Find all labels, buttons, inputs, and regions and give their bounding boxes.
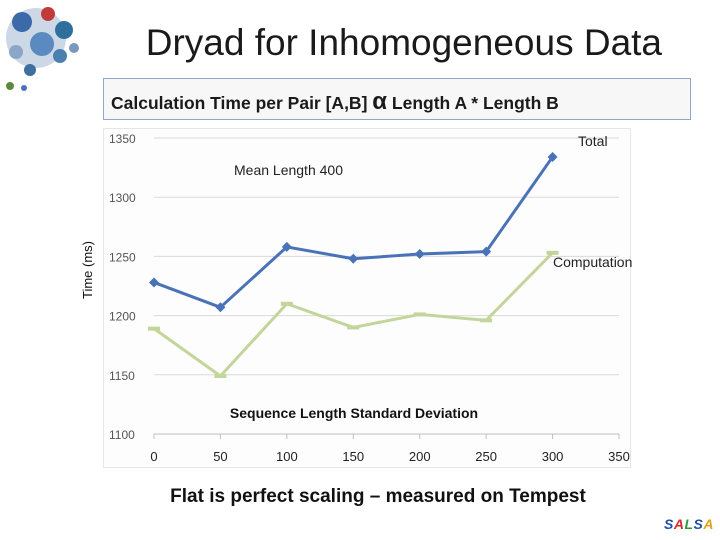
data-point-computation [480,318,493,323]
y-tick-label: 1350 [109,132,136,146]
data-point-computation [546,250,559,255]
x-axis-title: Sequence Length Standard Deviation [230,405,478,421]
series-line-total [153,156,554,309]
subtitle: Calculation Time per Pair [A,B] α Length… [111,88,559,116]
footer-caption: Flat is perfect scaling – measured on Te… [170,486,586,507]
annotation-mean-length: Mean Length 400 [234,162,343,178]
data-point-computation [280,301,293,306]
brand-letter: A [673,516,685,532]
subtitle-left: Calculation Time per Pair [A,B] [111,93,368,113]
series-line-computation [153,251,554,378]
data-point-total [547,151,558,162]
x-tick-label: 300 [542,449,564,464]
data-point-computation [214,373,227,378]
brand-letter: A [703,516,714,532]
x-tick-label: 250 [475,449,497,464]
data-point-total [481,246,492,257]
subtitle-symbol: α [372,88,388,115]
data-point-total [215,302,226,313]
brand-salsa: SALSA [664,516,714,532]
chart-panel [103,128,631,468]
data-point-computation [413,312,426,317]
y-axis-title: Time (ms) [80,241,95,299]
x-tick-label: 50 [213,449,227,464]
globe-logo-icon [6,7,79,91]
y-tick-label: 1100 [109,428,135,442]
series-label-total: Total [578,133,608,149]
slide-title: Dryad for Inhomogeneous Data [145,22,662,63]
brand-letter: S [664,516,674,532]
data-point-computation [148,326,160,331]
x-tick-label: 0 [150,449,157,464]
data-point-total [149,277,159,288]
x-tick-label: 150 [342,449,364,464]
x-tick-label: 100 [276,449,298,464]
x-tick-label: 200 [409,449,431,464]
series-label-computation: Computation [553,254,632,270]
y-tick-label: 1150 [109,369,135,383]
subtitle-box: Calculation Time per Pair [A,B] α Length… [103,78,691,120]
y-tick-label: 1250 [109,250,136,264]
data-point-total [414,249,425,260]
data-point-total [281,241,292,252]
y-tick-label: 1300 [109,191,136,205]
brand-letter: S [693,516,704,532]
data-point-computation [347,325,360,330]
data-point-total [348,253,359,264]
x-tick-label: 350 [608,449,630,464]
subtitle-right: Length A * Length B [391,93,559,113]
brand-letter: L [684,516,694,532]
y-tick-label: 1200 [109,310,136,324]
